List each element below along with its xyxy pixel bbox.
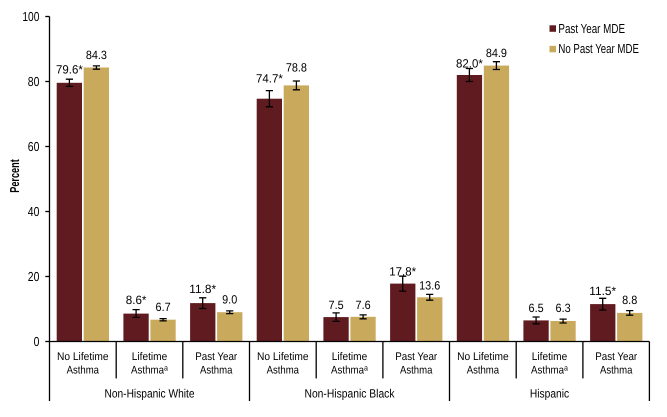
svg-text:80: 80: [28, 74, 40, 89]
svg-text:100: 100: [22, 9, 39, 24]
svg-text:Past Year: Past Year: [395, 351, 437, 363]
svg-text:No Lifetime: No Lifetime: [257, 351, 309, 363]
svg-text:Asthma: Asthma: [200, 364, 233, 376]
svg-text:Past Year: Past Year: [195, 351, 237, 363]
svg-text:9.0: 9.0: [222, 292, 237, 306]
svg-text:79.6*: 79.6*: [56, 63, 83, 77]
svg-text:Lifetime: Lifetime: [532, 351, 567, 363]
svg-text:No Lifetime: No Lifetime: [457, 351, 509, 363]
svg-text:7.6: 7.6: [356, 298, 371, 312]
svg-text:84.9: 84.9: [486, 46, 507, 60]
svg-text:84.3: 84.3: [86, 48, 107, 62]
svg-text:Lifetime: Lifetime: [332, 351, 367, 363]
svg-text:No Lifetime: No Lifetime: [57, 351, 109, 363]
svg-text:Percent: Percent: [7, 159, 22, 193]
svg-text:Asthma: Asthma: [267, 364, 300, 376]
svg-text:Asthma: Asthma: [67, 364, 100, 376]
svg-text:Hispanic: Hispanic: [530, 387, 569, 401]
svg-text:17.8*: 17.8*: [389, 265, 416, 279]
svg-text:40: 40: [28, 204, 40, 219]
svg-text:8.8: 8.8: [622, 293, 637, 307]
svg-text:82.0*: 82.0*: [456, 56, 483, 70]
svg-text:6.7: 6.7: [156, 300, 171, 314]
svg-text:Asthmaa: Asthmaa: [531, 363, 568, 376]
svg-text:Past Year: Past Year: [595, 351, 637, 363]
svg-text:6.5: 6.5: [529, 301, 544, 315]
svg-text:No Past Year MDE: No Past Year MDE: [558, 41, 639, 56]
svg-text:Non-Hispanic White: Non-Hispanic White: [105, 387, 195, 401]
svg-text:Past Year MDE: Past Year MDE: [558, 21, 625, 36]
svg-text:78.8: 78.8: [286, 60, 307, 74]
svg-text:60: 60: [28, 139, 40, 154]
svg-text:6.3: 6.3: [556, 301, 571, 315]
svg-text:Asthmaa: Asthmaa: [131, 363, 168, 376]
svg-text:8.6*: 8.6*: [126, 293, 147, 307]
svg-text:20: 20: [28, 269, 40, 284]
svg-text:Lifetime: Lifetime: [132, 351, 167, 363]
svg-text:Asthmaa: Asthmaa: [331, 363, 368, 376]
svg-text:13.6: 13.6: [419, 279, 440, 293]
svg-text:Asthma: Asthma: [600, 364, 633, 376]
svg-text:74.7*: 74.7*: [256, 72, 283, 86]
svg-text:Asthma: Asthma: [400, 364, 433, 376]
svg-text:Non-Hispanic Black: Non-Hispanic Black: [305, 387, 396, 401]
svg-text:7.5: 7.5: [329, 298, 344, 312]
svg-text:11.5*: 11.5*: [589, 284, 616, 298]
svg-text:11.8*: 11.8*: [189, 282, 216, 296]
svg-text:0: 0: [34, 334, 40, 349]
svg-text:Asthma: Asthma: [467, 364, 500, 376]
